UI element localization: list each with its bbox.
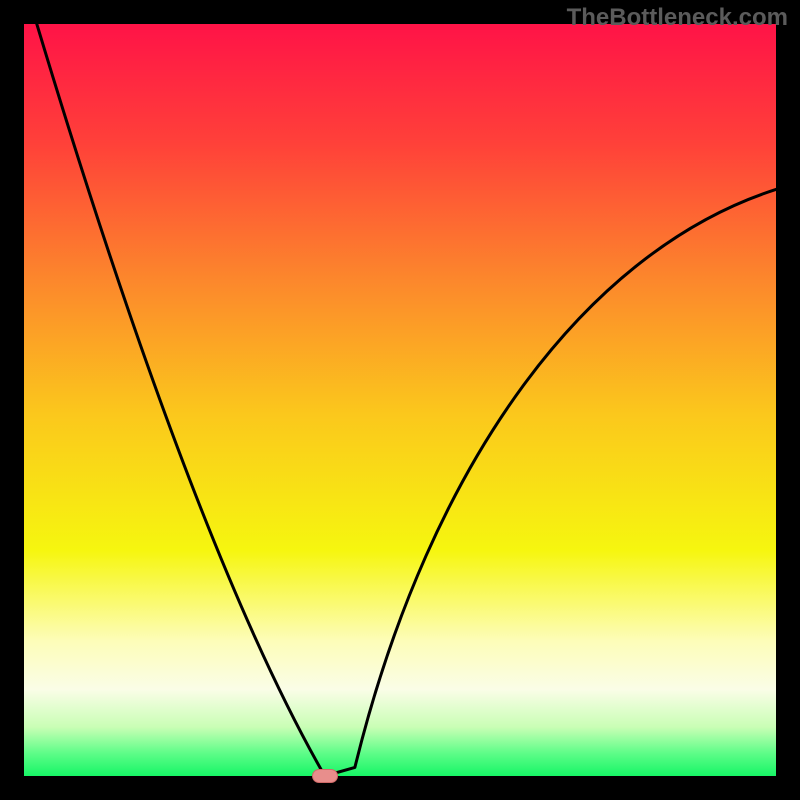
bottleneck-curve bbox=[24, 24, 776, 776]
chart-container: TheBottleneck.com bbox=[0, 0, 800, 800]
optimum-marker bbox=[312, 769, 338, 783]
plot-area bbox=[24, 24, 776, 776]
frame-left bbox=[0, 0, 24, 800]
watermark-text: TheBottleneck.com bbox=[567, 4, 788, 32]
frame-right bbox=[776, 0, 800, 800]
frame-bottom bbox=[0, 776, 800, 800]
